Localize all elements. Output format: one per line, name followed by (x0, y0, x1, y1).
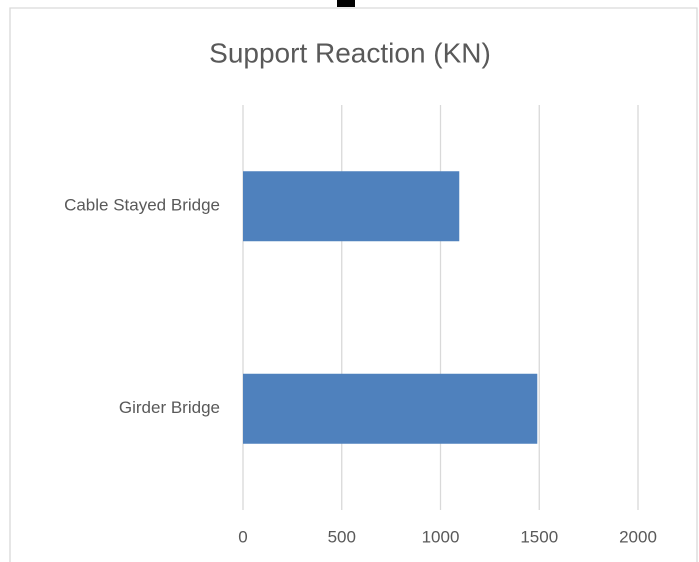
x-tick-label: 2000 (619, 527, 657, 546)
x-tick-label: 1500 (520, 527, 558, 546)
x-tick-label: 500 (328, 527, 356, 546)
x-tick-label: 0 (238, 527, 247, 546)
y-tick-label: Cable Stayed Bridge (64, 196, 220, 215)
crop-artifact (337, 0, 355, 7)
bar (243, 373, 538, 444)
bar (243, 171, 460, 242)
x-tick-label: 1000 (422, 527, 460, 546)
y-tick-label: Girder Bridge (119, 398, 220, 417)
chart-border (9, 7, 698, 562)
chart-title: Support Reaction (KN) (209, 37, 491, 68)
